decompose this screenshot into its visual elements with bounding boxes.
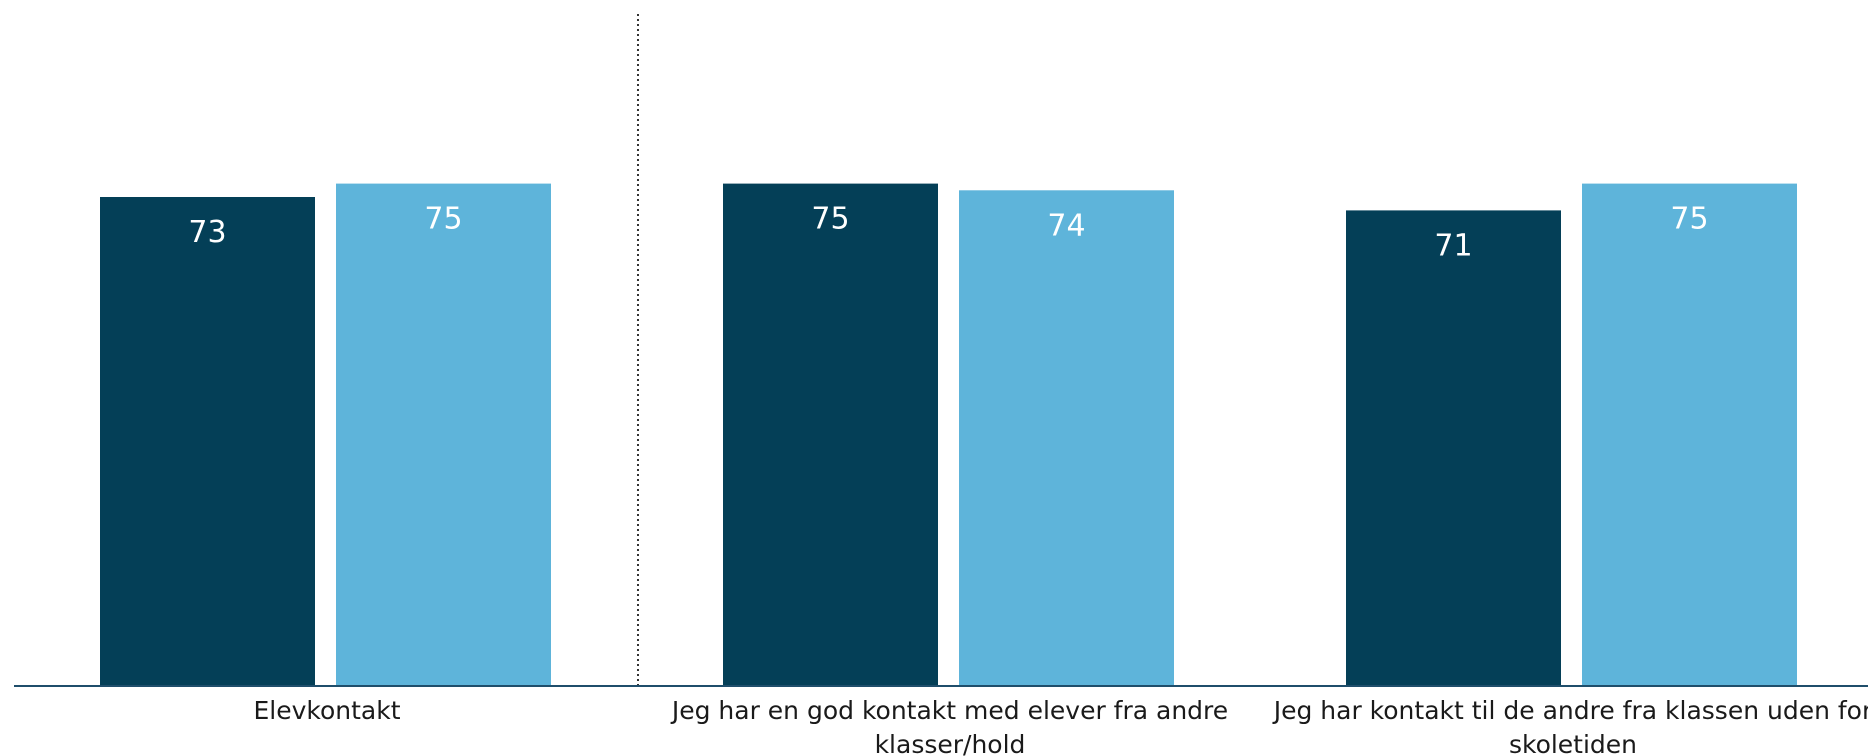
data-label-c1-s1: 73 — [188, 215, 226, 250]
bar-c2-s2 — [959, 190, 1174, 686]
data-label-c2-s1: 75 — [811, 202, 849, 237]
category-labels-layer: Elevkontakt Jeg har en god kontakt med el… — [253, 696, 1868, 756]
data-labels-layer: 73 75 75 74 71 75 — [188, 202, 1708, 264]
category-label-2: Jeg har en god kontakt med elever fra an… — [670, 696, 1228, 756]
data-label-c1-s2: 75 — [424, 202, 462, 237]
bar-c1-s2 — [336, 183, 551, 687]
category-label-3: Jeg har kontakt til de andre fra klassen… — [1272, 696, 1868, 756]
bar-c3-s1 — [1346, 210, 1561, 686]
bars-layer — [100, 183, 1797, 687]
bar-c2-s1 — [723, 183, 938, 687]
data-label-c3-s1: 71 — [1434, 228, 1472, 263]
bar-c1-s1 — [100, 197, 315, 686]
data-label-c2-s2: 74 — [1047, 208, 1085, 243]
bar-c3-s2 — [1582, 183, 1797, 687]
category-label-1: Elevkontakt — [253, 696, 400, 725]
data-label-c3-s2: 75 — [1670, 202, 1708, 237]
